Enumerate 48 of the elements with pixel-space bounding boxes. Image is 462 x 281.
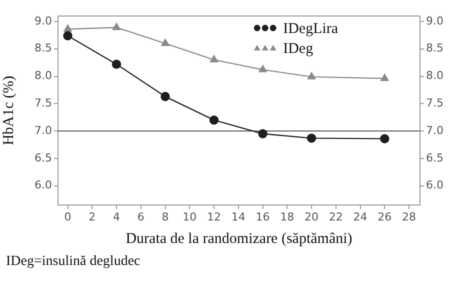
y-axis-title: HbA1c (%) xyxy=(0,76,17,146)
point xyxy=(380,134,390,144)
y2-tick-label: 6.0 xyxy=(426,178,444,192)
point xyxy=(209,115,219,125)
x-tick-label: 26 xyxy=(378,210,392,224)
point xyxy=(306,134,316,143)
legend-label: IDeg xyxy=(283,40,314,57)
x-tick-label: 2 xyxy=(88,210,96,224)
y2-tick-label: 7.5 xyxy=(426,96,444,110)
y2-tick-label: 8.5 xyxy=(426,42,444,55)
y-tick-label: 6.5 xyxy=(34,151,52,164)
y2-tick-label: 8.0 xyxy=(426,69,444,82)
legend-label: IDegLira xyxy=(283,20,338,37)
point xyxy=(210,55,218,62)
x-tick-label: 0 xyxy=(64,210,72,224)
x-axis-title: Durata de la randomizare (săptămâni) xyxy=(126,230,352,247)
x-tick-label: 4 xyxy=(113,210,120,224)
point xyxy=(258,65,267,72)
point xyxy=(160,92,170,102)
point xyxy=(112,22,121,30)
point xyxy=(380,74,389,82)
point xyxy=(64,24,72,32)
x-tick-label: 22 xyxy=(328,210,343,224)
x-tick-label: 28 xyxy=(402,210,416,224)
x-tick-label: 18 xyxy=(280,210,294,224)
text: IDeg=insulină degludec xyxy=(6,254,142,270)
y-tick-label: 8.5 xyxy=(34,42,52,55)
point xyxy=(258,129,268,138)
x-tick-label: 24 xyxy=(353,210,368,224)
y-tick-label: 6.0 xyxy=(34,178,52,192)
x-tick-label: 20 xyxy=(304,210,319,224)
y2-tick-label: 7.0 xyxy=(426,124,444,137)
x-tick-label: 8 xyxy=(162,210,169,224)
point xyxy=(307,72,316,80)
x-tick-label: 16 xyxy=(256,210,270,224)
x-tick-label: 14 xyxy=(231,210,246,224)
y-tick-label: 9.0 xyxy=(34,14,52,28)
point xyxy=(63,31,72,40)
y2-tick-label: 9.0 xyxy=(426,14,444,28)
y-tick-label: 7.0 xyxy=(34,124,52,137)
x-tick-label: 12 xyxy=(207,210,222,224)
x-tick-label: 6 xyxy=(137,210,144,224)
y-tick-label: 8.0 xyxy=(34,69,52,82)
point xyxy=(112,60,122,69)
x-tick-label: 10 xyxy=(182,210,197,224)
y-tick-label: 7.5 xyxy=(34,96,52,110)
point xyxy=(161,38,170,46)
y2-tick-label: 6.5 xyxy=(426,151,444,164)
